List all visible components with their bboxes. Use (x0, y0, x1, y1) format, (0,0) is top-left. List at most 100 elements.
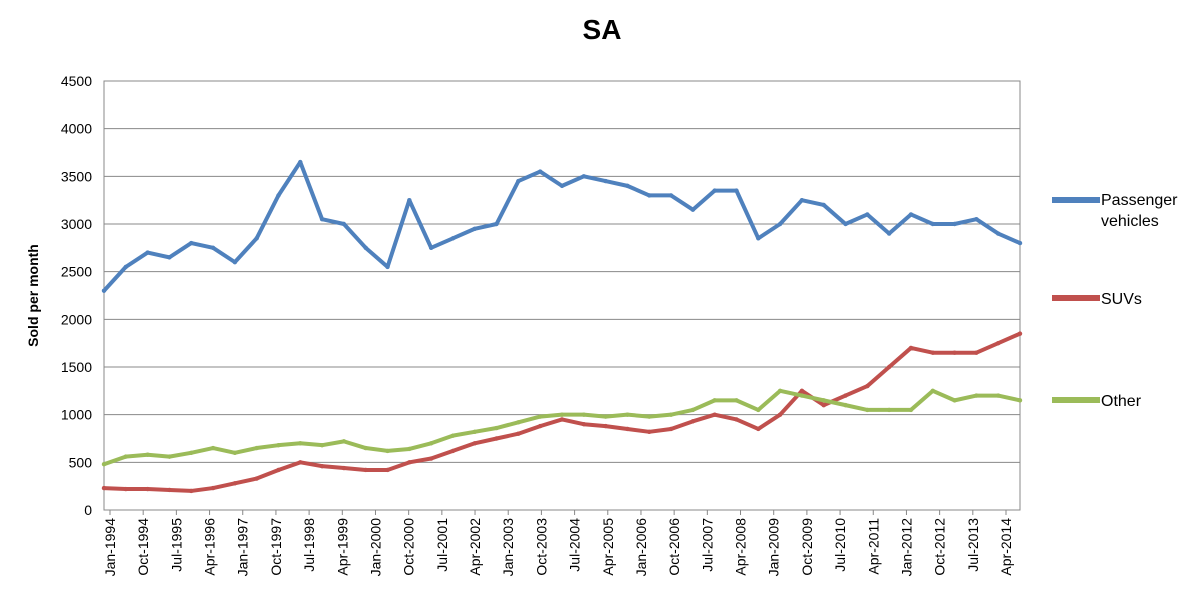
y-tick-label: 2500 (61, 264, 92, 280)
x-tick-label: Jan-2003 (500, 518, 516, 577)
x-tick-label: Oct-1994 (135, 518, 151, 576)
series-2-point (603, 414, 608, 419)
series-2-point (581, 412, 587, 417)
series-0-point (210, 245, 216, 251)
series-0-point (450, 236, 456, 241)
series-0-point (952, 221, 957, 227)
series-2-point (189, 450, 194, 455)
series-1-point (407, 460, 412, 465)
series-2-point (974, 393, 979, 398)
series-0-point (865, 212, 870, 217)
x-tick-label: Apr-2002 (467, 518, 483, 576)
series-2-point (298, 441, 303, 446)
series-2-point (930, 388, 935, 394)
series-0-point (625, 183, 630, 189)
series-1-point (734, 417, 739, 422)
legend-label: Passenger vehicles (1101, 192, 1178, 230)
series-2-point (407, 446, 412, 452)
series-0-point (734, 188, 739, 193)
series-0-point (189, 240, 194, 246)
x-tick-label: Jan-2012 (898, 518, 914, 577)
series-0-point (995, 231, 1001, 236)
series-0-point (516, 178, 521, 184)
series-2-point (712, 398, 717, 403)
series-1-point (428, 456, 434, 461)
series-1-point (886, 364, 892, 370)
x-tick-label: Oct-2006 (666, 518, 682, 576)
series-2-point (167, 454, 172, 459)
series-2-point (123, 454, 129, 459)
series-1-point (472, 441, 477, 446)
series-0-point (254, 236, 259, 241)
series-2-point (494, 425, 499, 431)
series-2-point (385, 448, 390, 454)
series-2-point (995, 393, 1001, 398)
series-1-point (254, 476, 259, 481)
x-tick-label: Jul-2001 (434, 518, 450, 572)
y-tick-label: 0 (84, 502, 92, 518)
legend-label: SUVs (1101, 291, 1142, 308)
series-2-point (799, 393, 805, 398)
series-2-point (145, 452, 150, 457)
x-tick-label: Apr-2014 (998, 518, 1014, 576)
x-tick-label: Jul-2004 (567, 518, 583, 572)
series-1-point (341, 465, 347, 471)
x-tick-label: Apr-1996 (202, 518, 218, 576)
x-tick-label: Jan-1994 (102, 518, 118, 577)
x-tick-label: Apr-2011 (865, 518, 881, 575)
series-2-point (254, 445, 259, 451)
series-0-point (799, 197, 805, 203)
series-0-point (167, 255, 172, 260)
series-0-point (298, 159, 303, 165)
series-0-point (494, 221, 499, 227)
series-1-point (865, 383, 870, 389)
series-2-point (668, 412, 674, 417)
series-1-point (363, 467, 368, 473)
series-1-point (777, 412, 783, 417)
series-1-point (995, 340, 1001, 346)
x-tick-label: Jan-2009 (766, 518, 782, 577)
series-1-point (581, 422, 587, 427)
series-0-point (341, 221, 347, 227)
series-1-point (1017, 331, 1023, 336)
series-1-point (537, 423, 543, 429)
series-line-1 (102, 331, 1022, 493)
series-1-point (625, 426, 630, 432)
series-2-point (886, 407, 892, 413)
series-1-point (559, 417, 565, 422)
series-1-point (843, 393, 848, 398)
y-tick-label: 1500 (61, 359, 92, 375)
series-0-point (756, 236, 761, 241)
series-0-point (428, 245, 434, 251)
y-tick-label: 2000 (61, 311, 92, 327)
series-2-point (101, 462, 107, 467)
y-tick-label: 4500 (61, 73, 92, 89)
series-1-point (603, 423, 608, 429)
y-tick-label: 1000 (61, 407, 92, 423)
plot-area-border (103, 80, 1021, 511)
x-tick-label: Oct-2003 (533, 518, 549, 576)
series-1-point (799, 388, 805, 394)
series-0-point (581, 174, 587, 179)
series-2-point (821, 398, 826, 403)
series-2-point (952, 398, 957, 403)
series-2-point (559, 412, 565, 417)
series-1-point (189, 488, 194, 494)
series-0-point (974, 217, 979, 222)
series-1-point (276, 467, 281, 473)
series-0-point (101, 288, 107, 293)
x-tick-label: Jan-2000 (367, 518, 383, 577)
series-2-point (472, 429, 477, 435)
x-tick-label: Oct-2012 (932, 518, 948, 576)
series-1-point (145, 486, 150, 492)
series-0-point (145, 250, 150, 255)
x-tick-label: Oct-2000 (401, 518, 417, 576)
y-axis-title: Sold per month (25, 244, 41, 347)
series-2-point (319, 442, 325, 448)
x-tick-label: Jul-2010 (832, 518, 848, 572)
x-tick-label: Jul-1995 (168, 518, 184, 572)
series-1-point (298, 460, 303, 465)
series-0-point (559, 183, 565, 189)
series-0-point (537, 169, 543, 174)
